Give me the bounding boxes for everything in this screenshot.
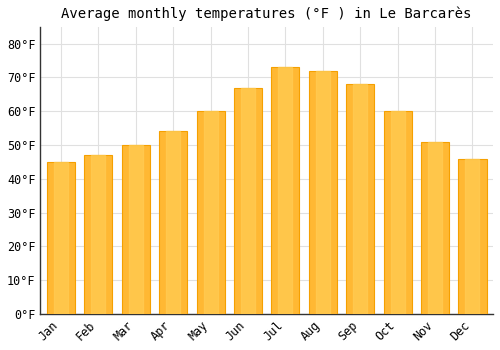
Bar	[272, 67, 299, 314]
Bar	[346, 84, 374, 314]
Bar	[204, 111, 218, 314]
Bar	[84, 155, 112, 314]
Bar	[234, 88, 262, 314]
Bar	[241, 88, 255, 314]
Bar	[390, 111, 404, 314]
Bar	[122, 145, 150, 314]
Bar	[428, 142, 442, 314]
Bar	[47, 162, 75, 314]
Bar	[353, 84, 367, 314]
Bar	[196, 111, 224, 314]
Title: Average monthly temperatures (°F ) in Le Barcarès: Average monthly temperatures (°F ) in Le…	[62, 7, 472, 21]
Bar	[54, 162, 68, 314]
Bar	[128, 145, 142, 314]
Bar	[421, 142, 449, 314]
Bar	[309, 71, 337, 314]
Bar	[466, 159, 479, 314]
Bar	[92, 155, 106, 314]
Bar	[278, 67, 292, 314]
Bar	[316, 71, 330, 314]
Bar	[159, 132, 187, 314]
Bar	[458, 159, 486, 314]
Bar	[384, 111, 411, 314]
Bar	[166, 132, 180, 314]
